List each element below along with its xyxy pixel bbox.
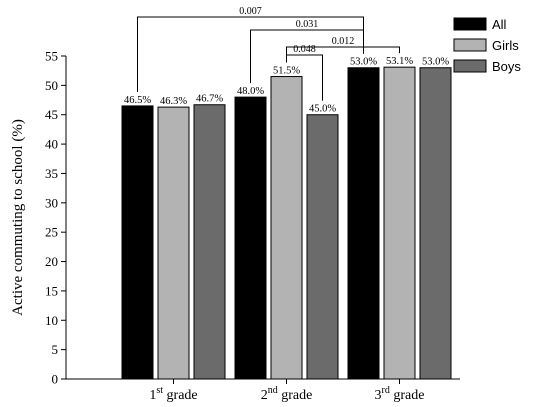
p-value-label: 0.031 [296, 19, 319, 30]
y-tick-label: 20 [45, 254, 58, 269]
bar-all [347, 67, 380, 380]
y-tick-label: 35 [45, 166, 58, 181]
y-tick-label: 0 [52, 372, 59, 387]
p-value-label: 0.048 [293, 44, 316, 55]
bar-boys [419, 67, 452, 380]
y-tick-label: 45 [45, 107, 58, 122]
significance-brackets: 0.007 0.031 0.048 0.012 [137, 6, 400, 101]
legend-label-boys: Boys [492, 59, 521, 74]
legend-label-all: All [492, 17, 507, 32]
y-tick-label: 10 [45, 313, 58, 328]
legend-swatch-girls [453, 38, 487, 52]
p-value-label: 0.007 [239, 6, 262, 17]
y-tick-label: 55 [45, 49, 58, 64]
data-label: 48.0% [237, 86, 264, 97]
data-label: 46.7% [196, 94, 223, 105]
bar-all [234, 96, 267, 380]
bar-girls [270, 76, 303, 380]
y-tick-label: 5 [52, 342, 59, 357]
y-axis-label: Active commuting to school (%) [10, 119, 26, 316]
y-tick-label: 50 [45, 78, 58, 93]
bar-boys [193, 104, 226, 380]
bar-girls [383, 66, 416, 380]
significance-bracket [250, 29, 364, 84]
data-label: 53.0% [422, 57, 449, 68]
legend: All Girls Boys [453, 17, 521, 74]
axes: 0 5 10 15 20 25 30 35 40 45 50 55 Active commuting t… [10, 49, 460, 403]
y-tick-label: 25 [45, 225, 58, 240]
y-tick-label: 30 [45, 195, 58, 210]
data-label: 53.0% [350, 57, 377, 68]
x-tick-label: 2nd grade [261, 385, 313, 403]
bar-all [121, 105, 154, 380]
p-value-label: 0.012 [332, 36, 355, 47]
data-label: 51.5% [273, 66, 300, 77]
data-label: 46.5% [124, 95, 151, 106]
data-label: 46.3% [160, 96, 187, 107]
y-tick-label: 15 [45, 283, 58, 298]
y-tick-label: 40 [45, 137, 58, 152]
bars: 46.5% 48.0% 53.0% 46.3% 51.5% 53.1% 46.7% 45.0%… [121, 56, 452, 380]
significance-bracket [286, 46, 400, 63]
x-tick-label: 3rd grade [375, 385, 425, 403]
data-label: 45.0% [309, 104, 336, 115]
data-label: 53.1% [386, 56, 413, 67]
bar-boys [306, 114, 339, 380]
bar-girls [157, 106, 190, 380]
legend-swatch-all [453, 17, 487, 31]
legend-label-girls: Girls [492, 38, 519, 53]
legend-swatch-boys [453, 59, 487, 73]
x-tick-label: 1st grade [149, 385, 197, 403]
